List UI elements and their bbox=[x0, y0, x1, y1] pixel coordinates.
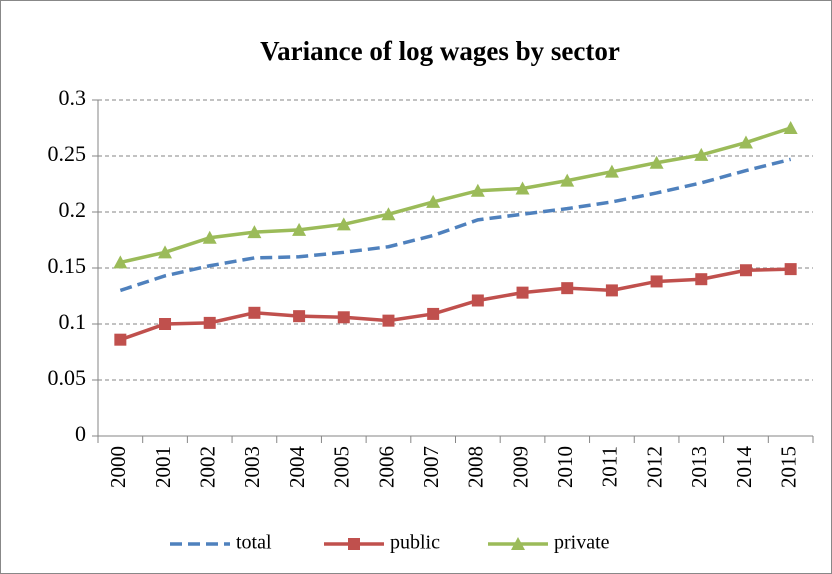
data-point bbox=[202, 230, 217, 244]
x-tick-label: 2014 bbox=[732, 446, 756, 489]
data-point bbox=[114, 333, 127, 346]
data-point bbox=[293, 310, 306, 323]
x-tick-label: 2010 bbox=[553, 446, 577, 488]
data-point bbox=[471, 294, 484, 307]
x-tick-label: 2013 bbox=[687, 446, 711, 488]
legend-label: private bbox=[554, 532, 610, 554]
data-point bbox=[248, 306, 261, 319]
y-tick-label: 0.3 bbox=[59, 85, 87, 110]
x-tick-label: 2004 bbox=[285, 446, 309, 489]
legend-item: total bbox=[170, 532, 272, 554]
legend-label: public bbox=[390, 532, 440, 554]
data-point bbox=[516, 286, 529, 299]
x-tick-label: 2015 bbox=[776, 446, 800, 488]
x-tick-label: 2005 bbox=[330, 446, 354, 488]
data-point bbox=[336, 217, 351, 231]
legend-item: public bbox=[324, 532, 440, 554]
data-point bbox=[604, 164, 619, 178]
data-point bbox=[515, 181, 530, 195]
data-point bbox=[426, 194, 441, 208]
x-tick-label: 2003 bbox=[240, 446, 264, 488]
data-point bbox=[561, 282, 574, 295]
data-point bbox=[337, 311, 350, 324]
x-tick-label: 2008 bbox=[464, 446, 488, 488]
y-tick-label: 0.15 bbox=[48, 253, 87, 278]
data-point bbox=[203, 316, 216, 329]
x-tick-label: 2006 bbox=[374, 446, 398, 488]
chart-title: Variance of log wages by sector bbox=[260, 36, 620, 66]
data-point bbox=[382, 314, 395, 327]
x-tick-label: 2009 bbox=[508, 446, 532, 488]
data-point bbox=[649, 155, 664, 169]
series-line bbox=[119, 267, 791, 342]
legend-label: total bbox=[236, 532, 272, 554]
legend-marker bbox=[348, 538, 360, 550]
legend-item: private bbox=[488, 532, 610, 554]
x-tick-label: 2001 bbox=[151, 446, 175, 488]
x-tick-label: 2011 bbox=[598, 446, 622, 487]
x-tick-label: 2000 bbox=[106, 446, 130, 488]
data-point bbox=[113, 255, 128, 269]
y-tick-label: 0.25 bbox=[48, 141, 87, 166]
data-point bbox=[427, 307, 440, 320]
data-point bbox=[650, 275, 663, 288]
y-tick-label: 0.05 bbox=[48, 365, 87, 390]
data-point bbox=[738, 135, 753, 149]
x-tick-label: 2002 bbox=[196, 446, 220, 488]
data-point bbox=[784, 263, 797, 276]
data-point bbox=[739, 264, 752, 277]
y-tick-label: 0.2 bbox=[59, 197, 87, 222]
data-point bbox=[158, 245, 173, 259]
x-tick-label: 2007 bbox=[419, 446, 443, 488]
data-point bbox=[560, 173, 575, 187]
data-point bbox=[605, 284, 618, 297]
data-point bbox=[695, 273, 708, 286]
y-tick-label: 0 bbox=[75, 421, 86, 446]
series-line bbox=[119, 126, 792, 265]
legend-marker bbox=[511, 537, 525, 550]
data-point bbox=[470, 183, 485, 197]
series-line bbox=[119, 157, 792, 293]
data-point bbox=[159, 318, 172, 330]
data-point bbox=[783, 121, 798, 134]
data-point bbox=[694, 147, 709, 161]
data-point bbox=[247, 225, 262, 239]
data-point bbox=[292, 222, 307, 236]
data-point bbox=[381, 207, 396, 221]
x-tick-label: 2012 bbox=[642, 446, 666, 488]
y-tick-label: 0.1 bbox=[59, 309, 87, 334]
